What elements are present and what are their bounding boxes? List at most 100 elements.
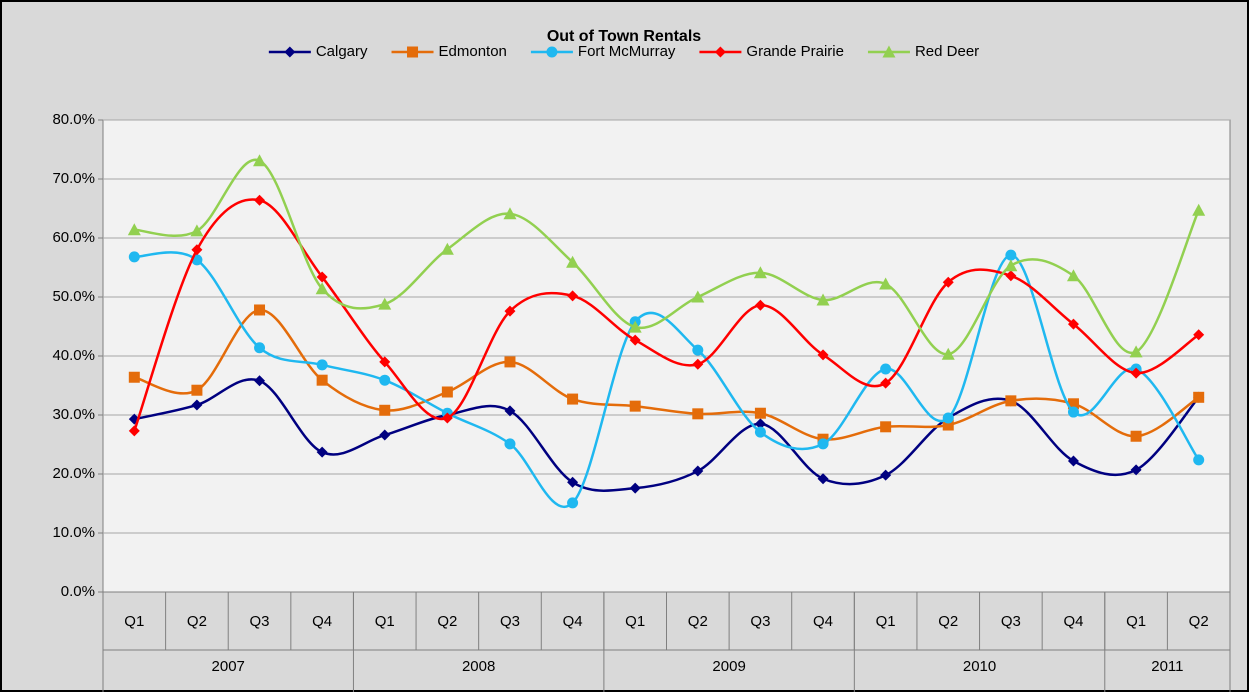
marker xyxy=(1005,249,1017,261)
marker xyxy=(567,476,579,488)
marker xyxy=(1193,391,1205,403)
marker xyxy=(942,419,954,431)
marker xyxy=(1193,329,1205,341)
marker xyxy=(407,46,419,58)
marker xyxy=(379,356,391,368)
marker xyxy=(191,399,203,411)
marker xyxy=(504,438,516,450)
x-tick-label: Q3 xyxy=(1001,613,1021,630)
x-tick-label: Q2 xyxy=(187,613,207,630)
marker xyxy=(941,347,955,360)
marker xyxy=(754,407,766,419)
marker xyxy=(692,358,704,370)
legend-item: Calgary xyxy=(268,43,368,60)
marker xyxy=(629,482,641,494)
marker xyxy=(817,349,829,361)
x-tick-label: Q1 xyxy=(124,613,144,630)
marker xyxy=(629,334,641,346)
marker xyxy=(254,375,266,387)
marker xyxy=(379,374,391,386)
marker xyxy=(1193,454,1205,466)
y-tick-label: 60.0% xyxy=(52,229,95,246)
marker xyxy=(441,386,453,398)
marker xyxy=(753,266,767,279)
marker xyxy=(880,363,892,375)
legend-label: Red Deer xyxy=(915,43,979,60)
marker xyxy=(254,342,266,354)
marker xyxy=(880,377,892,389)
marker xyxy=(816,293,830,306)
legend-label: Fort McMurray xyxy=(578,43,676,60)
y-tick-label: 10.0% xyxy=(52,524,95,541)
marker xyxy=(315,282,329,295)
y-tick-label: 0.0% xyxy=(61,583,95,600)
marker xyxy=(1067,406,1079,418)
marker xyxy=(1067,398,1079,410)
marker xyxy=(567,497,579,509)
x-tick-label: Q4 xyxy=(1063,613,1083,630)
legend-label: Grande Prairie xyxy=(746,43,844,60)
marker xyxy=(441,412,453,424)
y-tick-label: 80.0% xyxy=(52,111,95,128)
marker xyxy=(1005,395,1017,407)
legend-item: Fort McMurray xyxy=(530,43,676,60)
group-label: 2008 xyxy=(462,658,495,675)
marker xyxy=(504,405,516,417)
marker xyxy=(882,45,896,58)
legend-label: Edmonton xyxy=(439,43,507,60)
marker xyxy=(754,418,766,430)
marker xyxy=(1005,270,1017,282)
marker xyxy=(379,404,391,416)
marker xyxy=(942,412,954,424)
x-tick-label: Q4 xyxy=(813,613,833,630)
x-tick-label: Q3 xyxy=(750,613,770,630)
marker xyxy=(440,242,454,255)
marker xyxy=(316,446,328,458)
marker xyxy=(316,359,328,371)
marker xyxy=(504,305,516,317)
y-tick-label: 30.0% xyxy=(52,406,95,423)
y-tick-label: 50.0% xyxy=(52,288,95,305)
marker xyxy=(880,469,892,481)
legend-label: Calgary xyxy=(316,43,368,60)
group-label: 2011 xyxy=(1151,658,1183,675)
marker xyxy=(754,299,766,311)
marker xyxy=(1129,345,1143,358)
marker xyxy=(567,393,579,405)
marker xyxy=(692,344,704,356)
legend-item: Red Deer xyxy=(867,43,979,60)
marker xyxy=(880,421,892,433)
marker xyxy=(191,384,203,396)
marker xyxy=(1192,203,1206,216)
group-label: 2009 xyxy=(712,658,745,675)
x-tick-label: Q3 xyxy=(500,613,520,630)
marker xyxy=(128,371,140,383)
marker xyxy=(629,400,641,412)
marker xyxy=(316,374,328,386)
marker xyxy=(504,356,516,368)
marker xyxy=(128,251,140,263)
marker xyxy=(628,320,642,333)
marker xyxy=(714,46,726,58)
marker xyxy=(692,465,704,477)
marker xyxy=(817,438,829,450)
marker xyxy=(1130,430,1142,442)
x-tick-label: Q2 xyxy=(1189,613,1209,630)
marker xyxy=(284,46,296,58)
legend: Calgary Edmonton Fort McMurray Grande Prair… xyxy=(268,43,979,60)
marker xyxy=(1066,269,1080,282)
group-label: 2010 xyxy=(963,658,996,675)
group-label: 2007 xyxy=(212,658,245,675)
marker xyxy=(190,224,204,237)
y-tick-label: 40.0% xyxy=(52,347,95,364)
marker xyxy=(503,207,517,220)
x-tick-label: Q1 xyxy=(876,613,896,630)
marker xyxy=(1130,464,1142,476)
y-tick-label: 70.0% xyxy=(52,170,95,187)
marker xyxy=(942,276,954,288)
marker xyxy=(567,290,579,302)
marker xyxy=(191,244,203,256)
legend-item: Edmonton xyxy=(391,43,507,60)
series-line xyxy=(134,378,1200,492)
